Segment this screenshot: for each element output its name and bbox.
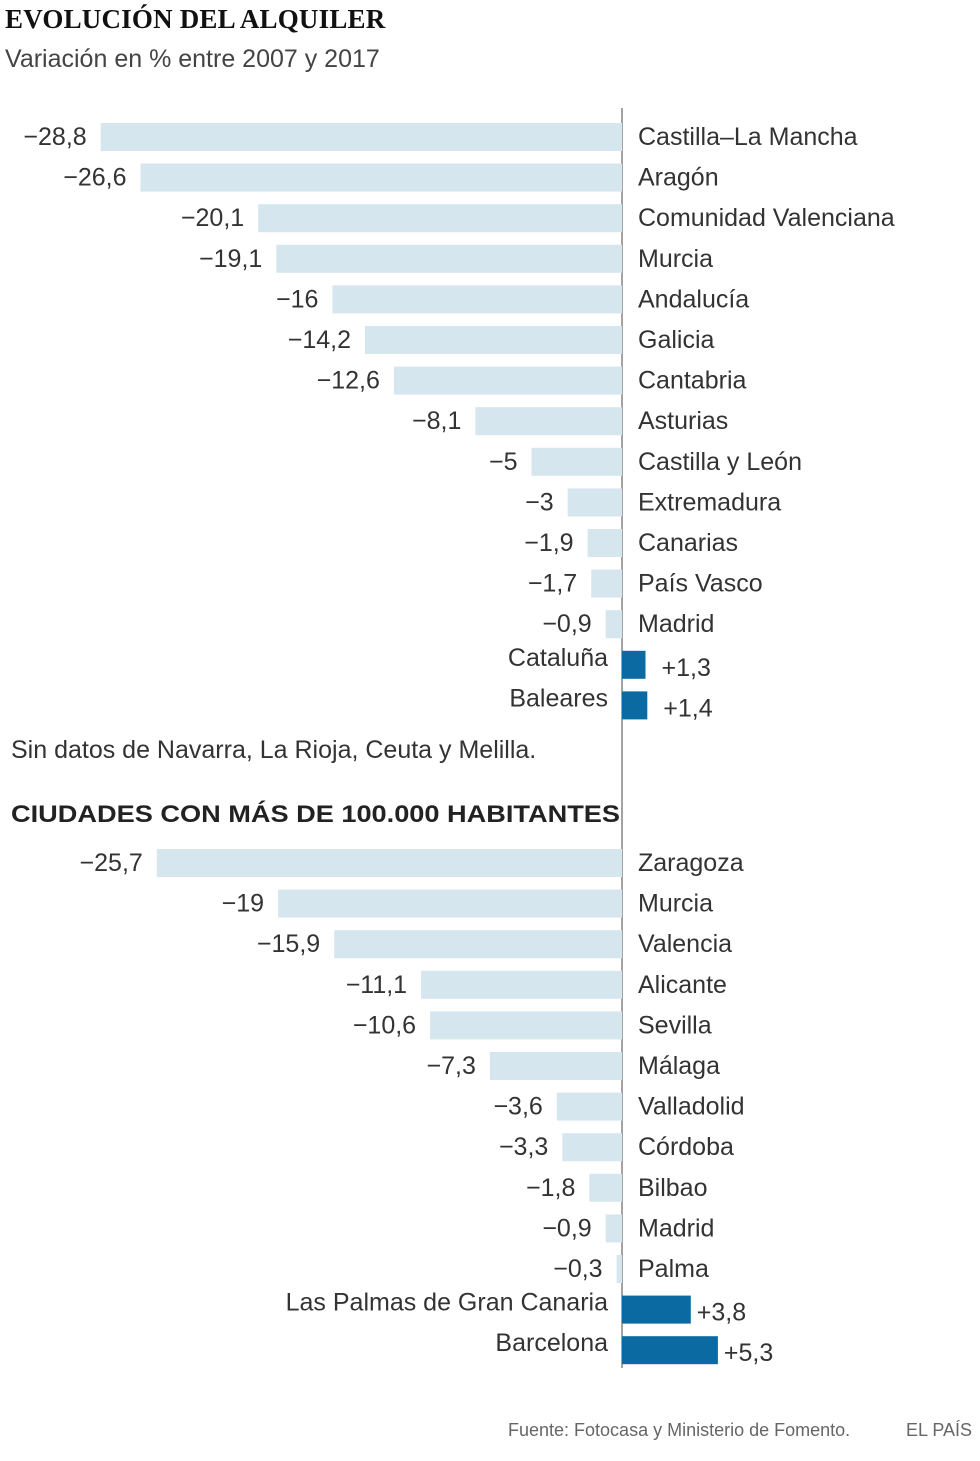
category-label: País Vasco <box>638 570 763 598</box>
bar <box>332 285 622 314</box>
value-label: −7,3 <box>427 1052 476 1080</box>
category-label: Córdoba <box>638 1133 734 1161</box>
value-label: +3,8 <box>697 1299 746 1327</box>
bar <box>605 1214 622 1243</box>
value-label: −14,2 <box>288 326 351 354</box>
category-label: Murcia <box>638 245 713 273</box>
bar <box>589 1173 622 1202</box>
category-label: Castilla y León <box>638 448 802 476</box>
category-label: Málaga <box>638 1052 720 1080</box>
value-label: −12,6 <box>317 367 380 395</box>
category-label: Extremadura <box>638 488 781 516</box>
category-label: Andalucía <box>638 285 749 313</box>
category-label: Palma <box>638 1255 709 1283</box>
value-label: −26,6 <box>63 164 126 192</box>
value-label: −16 <box>276 285 318 313</box>
bar <box>430 1011 622 1040</box>
bar <box>278 889 622 918</box>
bar <box>393 366 622 395</box>
value-label: −11,1 <box>346 971 407 999</box>
bar <box>622 650 646 679</box>
value-label: −20,1 <box>181 204 244 232</box>
category-label: Baleares <box>509 684 608 712</box>
category-label: Aragón <box>638 164 719 192</box>
bar <box>276 244 622 273</box>
bar <box>605 610 622 639</box>
value-label: −0,3 <box>553 1255 602 1283</box>
cities-panel: −25,7 Zaragoza −19 Murcia −15,9 Valencia −11,1… <box>80 849 773 1367</box>
chart-subtitle: Variación en % entre 2007 y 2017 <box>5 45 380 73</box>
value-label: −19,1 <box>199 245 262 273</box>
category-label: Cantabria <box>638 367 746 395</box>
bar <box>334 930 622 959</box>
value-label: +1,4 <box>663 694 712 722</box>
bar <box>365 326 622 354</box>
category-label: Sevilla <box>638 1011 712 1039</box>
value-label: −1,8 <box>526 1174 575 1202</box>
category-label: Bilbao <box>638 1174 708 1202</box>
value-label: −28,8 <box>23 123 86 151</box>
cities-panel-title: CIUDADES CON MÁS DE 100.000 HABITANTES <box>11 800 620 828</box>
category-label: Castilla–La Mancha <box>638 123 858 151</box>
value-label: −3 <box>525 488 554 516</box>
bar <box>258 204 622 233</box>
category-label: Las Palmas de Gran Canaria <box>286 1289 608 1317</box>
bar <box>562 1133 622 1162</box>
bar <box>622 691 648 720</box>
category-label: Valladolid <box>638 1093 745 1121</box>
category-label: Zaragoza <box>638 849 744 877</box>
category-label: Galicia <box>638 326 715 354</box>
category-label: Valencia <box>638 930 732 958</box>
value-label: −5 <box>489 448 518 476</box>
value-label: −3,3 <box>499 1133 548 1161</box>
bar <box>531 447 622 476</box>
value-label: +5,3 <box>724 1339 773 1367</box>
bar <box>140 163 622 192</box>
bar <box>156 849 623 877</box>
bar <box>622 1336 718 1365</box>
category-label: Asturias <box>638 407 728 435</box>
category-label: Barcelona <box>495 1329 608 1357</box>
bar <box>475 407 622 436</box>
category-label: Madrid <box>638 610 714 638</box>
value-label: −15,9 <box>257 930 320 958</box>
value-label: +1,3 <box>662 654 711 682</box>
value-label: −10,6 <box>353 1011 416 1039</box>
bar <box>587 529 622 557</box>
bar <box>100 123 622 151</box>
category-label: Cataluña <box>508 644 608 672</box>
note-text: Sin datos de Navarra, La Rioja, Ceuta y … <box>11 736 536 764</box>
bar <box>616 1255 622 1283</box>
bar <box>622 1295 691 1324</box>
regions-panel: −28,8 Castilla–La Mancha −26,6 Aragón −20,1 C… <box>23 123 895 722</box>
category-label: Murcia <box>638 890 713 918</box>
value-label: −0,9 <box>542 1214 591 1242</box>
category-label: Comunidad Valenciana <box>638 204 895 232</box>
bar <box>421 970 622 999</box>
value-label: −1,7 <box>528 570 577 598</box>
category-label: Alicante <box>638 971 727 999</box>
bar <box>567 488 622 517</box>
value-label: −25,7 <box>80 849 143 877</box>
value-label: −19 <box>222 890 264 918</box>
value-label: −1,9 <box>524 529 573 557</box>
brand-logo-text: EL PAÍS <box>906 1420 973 1440</box>
bar <box>591 569 622 598</box>
chart-title: EVOLUCIÓN DEL ALQUILER <box>5 4 386 34</box>
category-label: Madrid <box>638 1214 714 1242</box>
bar <box>489 1052 622 1080</box>
value-label: −3,6 <box>493 1093 542 1121</box>
bar <box>556 1092 622 1121</box>
category-label: Canarias <box>638 529 738 557</box>
value-label: −0,9 <box>542 610 591 638</box>
source-note: Fuente: Fotocasa y Ministerio de Fomento… <box>508 1420 851 1440</box>
value-label: −8,1 <box>412 407 461 435</box>
